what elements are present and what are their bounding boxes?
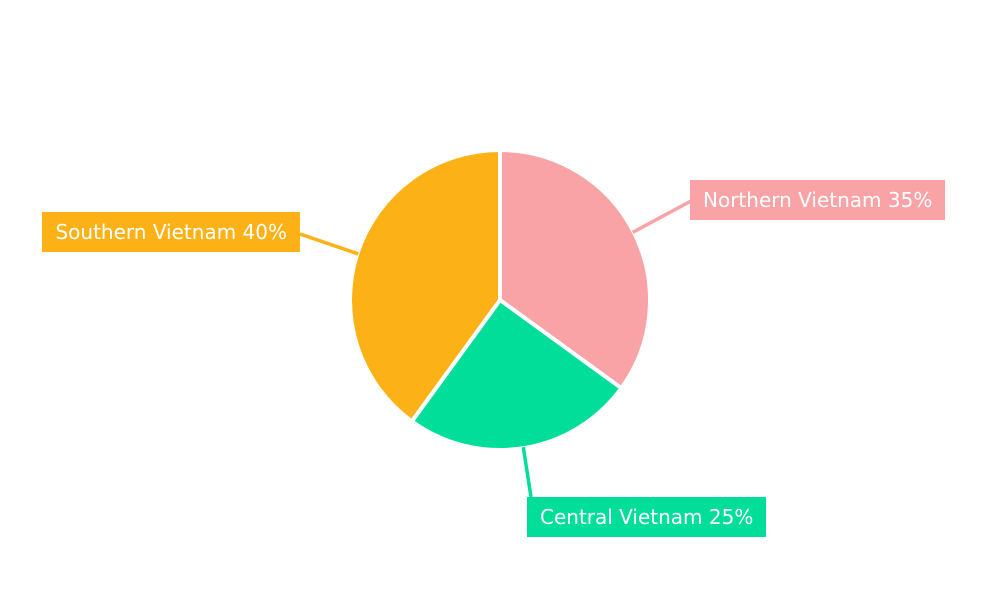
pie-label-central-vietnam: Central Vietnam 25% bbox=[527, 497, 767, 537]
leader-line-southern-vietnam bbox=[299, 232, 359, 256]
pie-label-southern-vietnam: Southern Vietnam 40% bbox=[42, 212, 300, 252]
leader-line-central-vietnam bbox=[521, 446, 533, 498]
pie-label-northern-vietnam: Northern Vietnam 35% bbox=[690, 180, 946, 220]
leader-line-northern-vietnam bbox=[631, 199, 692, 234]
